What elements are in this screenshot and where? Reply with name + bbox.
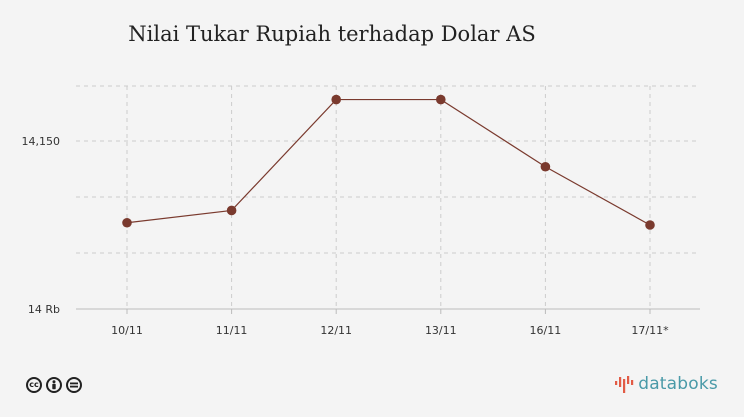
grid-lines xyxy=(76,85,700,309)
by-icon xyxy=(46,377,62,393)
data-point[interactable] xyxy=(645,220,655,230)
x-tick-label: 10/11 xyxy=(111,324,143,337)
databoks-bars-icon xyxy=(615,376,634,393)
databoks-logo[interactable]: databoks xyxy=(615,374,718,394)
data-points xyxy=(122,94,655,230)
x-tick-label: 13/11 xyxy=(425,324,457,337)
data-point[interactable] xyxy=(540,161,551,172)
x-tick-label: 12/11 xyxy=(320,324,352,337)
y-tick-label: 14,150 xyxy=(22,135,61,148)
tick-labels: 10/11 11/11 12/11 13/11 16/11 17/11* 14 Rb 14,1… xyxy=(22,135,670,337)
data-point[interactable] xyxy=(226,205,237,216)
nd-icon xyxy=(66,377,82,393)
data-point[interactable] xyxy=(331,94,342,105)
x-tick-label: 16/11 xyxy=(530,324,562,337)
x-tick-label: 11/11 xyxy=(216,324,248,337)
series-line xyxy=(126,98,651,226)
person-icon xyxy=(52,380,56,390)
brand-name: databoks xyxy=(638,374,718,394)
axes xyxy=(76,308,700,314)
y-tick-label: 14 Rb xyxy=(28,303,60,316)
x-tick-label: 17/11* xyxy=(631,324,669,337)
equals-icon xyxy=(70,382,78,388)
series-line-layer xyxy=(126,98,651,226)
data-point[interactable] xyxy=(436,94,446,105)
data-point[interactable] xyxy=(122,217,132,228)
license-icons: cc xyxy=(26,377,82,393)
chart-title: Nilai Tukar Rupiah terhadap Dolar AS xyxy=(128,22,536,46)
cc-icon: cc xyxy=(26,377,42,393)
